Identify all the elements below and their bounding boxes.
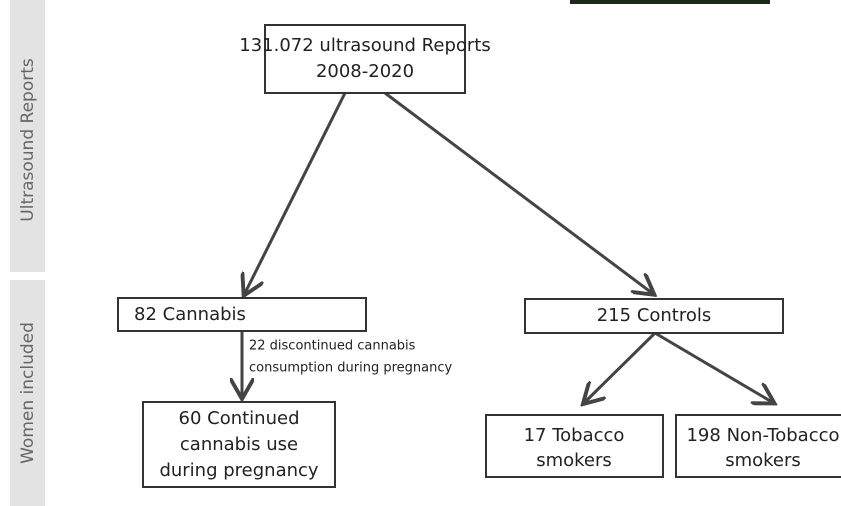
node-label: 60 Continued [179, 408, 300, 429]
side-band [10, 0, 45, 272]
node-box [524, 298, 784, 334]
side-band [10, 280, 45, 506]
edge-label: 22 discontinued cannabis [249, 339, 416, 354]
node-label: smokers [536, 450, 612, 471]
arrow [245, 92, 347, 293]
node-label: 82 Cannabis [134, 304, 246, 325]
node-label: 17 Tobacco [524, 425, 625, 446]
node-label: 2008-2020 [316, 61, 414, 82]
arrow [585, 331, 657, 402]
node-label: smokers [725, 450, 801, 471]
node-label: 131.072 ultrasound Reports [239, 35, 490, 56]
node-box [117, 297, 367, 332]
edge-label: consumption during pregnancy [249, 361, 453, 376]
node-box [142, 401, 336, 488]
node-label: cannabis use [180, 434, 298, 455]
node-box [264, 24, 466, 94]
image-fragment [570, 0, 770, 4]
node-label: 215 Controls [597, 305, 712, 326]
arrow [654, 331, 772, 402]
node-label: during pregnancy [159, 460, 318, 481]
arrow [384, 91, 652, 293]
side-label: Women included [18, 322, 38, 464]
node-box [675, 414, 841, 478]
side-label: Ultrasound Reports [18, 58, 38, 222]
node-label: 198 Non-Tobacco [686, 425, 839, 446]
node-box [485, 414, 664, 478]
